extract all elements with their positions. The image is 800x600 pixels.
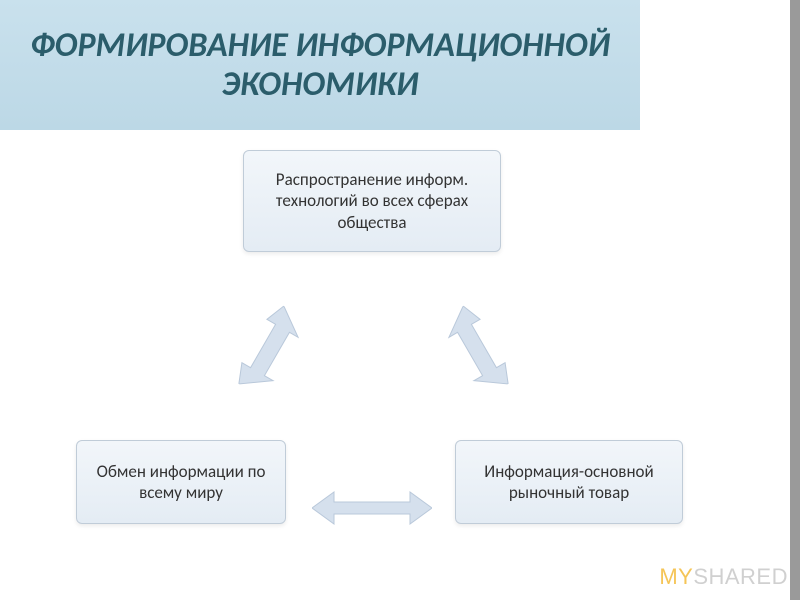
arrow-left-top (222, 296, 319, 404)
watermark: MYSHARED (659, 564, 788, 590)
node-right: Информация-основной рыночный товар (455, 440, 683, 524)
page-title: ФОРМИРОВАНИЕ ИНФОРМАЦИОННОЙ ЭКОНОМИКИ (20, 26, 620, 104)
node-left-label: Обмен информации по всему миру (91, 461, 271, 504)
watermark-suffix: SHARED (693, 564, 788, 589)
node-left: Обмен информации по всему миру (76, 440, 286, 524)
arrow-top-right (429, 296, 526, 404)
node-right-label: Информация-основной рыночный товар (470, 461, 668, 504)
node-top-label: Распространение информ. технологий во вс… (258, 169, 486, 233)
title-bar: ФОРМИРОВАНИЕ ИНФОРМАЦИОННОЙ ЭКОНОМИКИ (0, 0, 640, 130)
arrow-right-left (312, 478, 432, 538)
watermark-prefix: MY (659, 564, 693, 589)
cycle-diagram: Распространение информ. технологий во вс… (0, 130, 800, 600)
right-sidebar-strip (790, 0, 800, 600)
node-top: Распространение информ. технологий во вс… (243, 150, 501, 252)
